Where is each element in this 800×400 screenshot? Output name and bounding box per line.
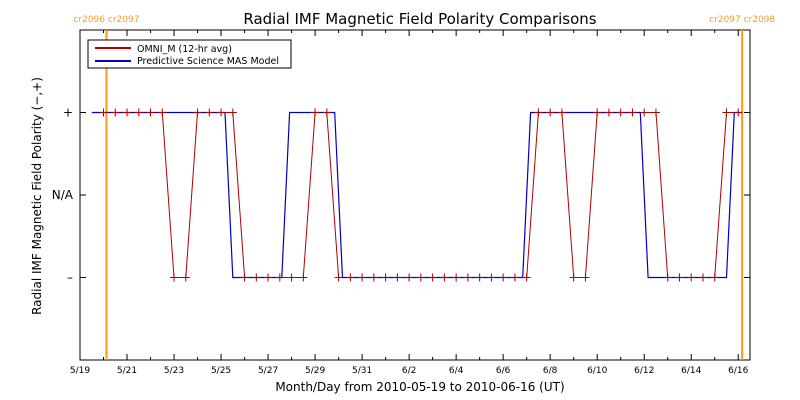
x-tick-label: 6/8 [543,366,558,376]
omni-data-point [593,108,602,117]
x-tick-label: 5/29 [305,366,325,376]
x-tick-label: 5/27 [258,366,278,376]
chart-title: Radial IMF Magnetic Field Polarity Compa… [243,10,596,28]
omni-data-point [205,108,214,117]
omni-data-point [217,108,226,117]
omni-data-point [322,108,331,117]
omni-data-point [710,273,719,282]
legend-label-model: Predictive Science MAS Model [137,56,279,67]
x-tick-label: 5/25 [211,366,231,376]
omni-data-point [534,108,543,117]
omni-data-point [440,273,449,282]
omni-data-point [522,273,531,282]
y-tick-label: – [67,271,73,285]
x-tick-label: 6/14 [681,366,701,376]
boundary-label: cr2097 cr2098 [709,15,775,25]
omni-data-point [381,273,390,282]
omni-data-point [651,108,660,117]
series-lines [91,111,743,279]
omni-data-point [616,108,625,117]
omni-data-point [510,273,519,282]
legend-label-omni: OMNI_M (12-hr avg) [137,44,232,55]
carrington-boundaries: cr2096 cr2097 cr2097 cr2098 [73,15,775,360]
omni-data-point [369,273,378,282]
omni-data-point [99,108,108,117]
omni-data-point [604,108,613,117]
omni-data-point [264,273,273,282]
omni-data-point [663,273,672,282]
omni-data-point [158,108,167,117]
omni-data-point [463,273,472,282]
legend-box [87,39,292,69]
omni-data-point [146,108,155,117]
x-tick-label: 6/12 [634,366,654,376]
series-markers [99,108,743,282]
omni-data-point [557,108,566,117]
omni-data-point [252,273,261,282]
omni-data-point [393,273,402,282]
omni-data-point [499,273,508,282]
legend: OMNI_M (12-hr avg) Predictive Science MA… [87,39,292,69]
omni-data-point [546,108,555,117]
x-tick-label: 6/10 [587,366,607,376]
omni-data-point [228,108,237,117]
omni-data-point [722,108,731,117]
omni-data-point [487,273,496,282]
omni-data-point [193,108,202,117]
x-tick-label: 5/31 [352,366,372,376]
omni-data-point [287,273,296,282]
omni-data-point [675,273,684,282]
omni-data-point [170,273,179,282]
x-tick-label: 6/16 [728,366,748,376]
omni-data-point [687,273,696,282]
omni-data-point [698,273,707,282]
omni-data-point [628,108,637,117]
x-tick-label: 5/21 [117,366,137,376]
x-axis-label: Month/Day from 2010-05-19 to 2010-06-16 … [275,380,564,394]
omni-data-point [581,273,590,282]
omni-data-point [416,273,425,282]
omni-data-point [181,273,190,282]
y-axis-label: Radial IMF Magnetic Field Polarity (−,+) [30,77,44,315]
plot-frame [79,29,751,361]
y-tick-label: N/A [52,188,74,202]
omni-data-point [358,273,367,282]
series-line-omni [103,112,739,278]
series-line-model [91,111,743,279]
omni-data-point [346,273,355,282]
x-tick-label: 5/19 [70,366,90,376]
boundary-label: cr2096 cr2097 [73,15,139,25]
omni-data-point [123,108,132,117]
omni-data-point [569,273,578,282]
omni-data-point [334,273,343,282]
omni-data-point [299,273,308,282]
omni-data-point [275,273,284,282]
x-tick-label: 6/4 [449,366,464,376]
omni-data-point [405,273,414,282]
x-tick-label: 6/2 [402,366,416,376]
omni-data-point [452,273,461,282]
omni-data-point [734,108,743,117]
plot-area: cr2096 cr2097 cr2097 cr2098 5/19 5/21 5/23 5… [52,15,776,376]
omni-data-point [134,108,143,117]
omni-data-point [475,273,484,282]
x-tick-label: 6/6 [496,366,511,376]
omni-data-point [428,273,437,282]
omni-data-point [240,273,249,282]
y-tick-label: + [63,106,73,120]
omni-data-point [640,108,649,117]
axis-ticks: 5/19 5/21 5/23 5/25 5/27 5/29 5/31 6/2 6/4 6/6 6/8… [52,30,750,376]
omni-data-point [311,108,320,117]
omni-data-point [111,108,120,117]
x-tick-label: 5/23 [164,366,184,376]
